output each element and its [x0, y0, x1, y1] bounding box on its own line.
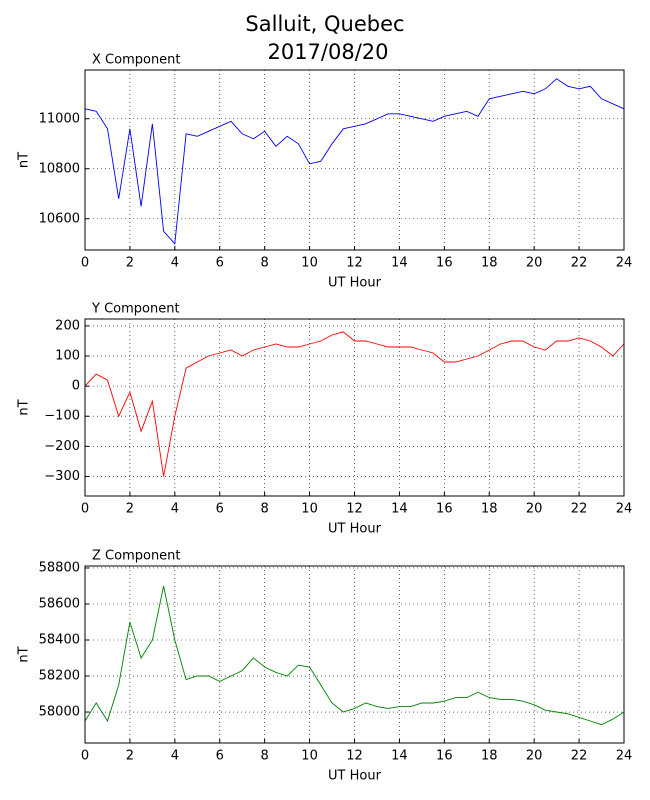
y-tick-label: 11000 [39, 111, 80, 126]
figure-subtitle: 2017/08/20 [267, 40, 388, 64]
x-tick-label: 18 [481, 749, 498, 764]
plot-frame [84, 318, 625, 497]
data-line [84, 585, 625, 726]
x-tick-label: 20 [526, 749, 543, 764]
x-tick-label: 14 [391, 749, 408, 764]
y-tick-label: 100 [55, 349, 80, 364]
y-axis-label: nT [17, 646, 32, 662]
y-tick-label: −300 [44, 469, 80, 484]
y-tick-label: 10800 [39, 161, 80, 176]
x-tick-label: 4 [171, 749, 179, 764]
x-axis-label: UT Hour [328, 769, 382, 784]
x-tick-label: 22 [571, 749, 588, 764]
x-tick-label: 20 [526, 502, 543, 517]
x-tick-label: 16 [436, 502, 453, 517]
x-tick-label: 10 [301, 502, 318, 517]
figure-title: Salluit, Quebec [245, 12, 404, 36]
x-tick-label: 6 [216, 749, 224, 764]
x-tick-label: 2 [126, 749, 134, 764]
x-tick-label: 24 [616, 749, 633, 764]
y-tick-label: 58000 [39, 705, 80, 720]
y-tick-label: 0 [72, 379, 80, 394]
data-line [84, 331, 625, 477]
panel-title: Y Component [91, 302, 180, 317]
x-tick-label: 10 [301, 749, 318, 764]
x-tick-label: 8 [261, 502, 269, 517]
x-axis-label: UT Hour [328, 522, 382, 537]
y-axis-label: nT [17, 152, 32, 168]
x-tick-label: 16 [436, 749, 453, 764]
x-tick-label: 4 [171, 256, 179, 271]
x-tick-label: 0 [81, 502, 89, 517]
x-tick-label: 14 [391, 502, 408, 517]
y-tick-label: 200 [55, 318, 80, 333]
x-axis-label: UT Hour [328, 276, 382, 291]
x-tick-label: 12 [346, 502, 363, 517]
y-tick-label: 58200 [39, 669, 80, 684]
y-axis-label: nT [17, 399, 32, 415]
x-tick-label: 18 [481, 256, 498, 271]
y-tick-label: −100 [44, 409, 80, 424]
y-tick-label: −200 [44, 439, 80, 454]
x-tick-label: 6 [216, 502, 224, 517]
y-tick-label: 58400 [39, 633, 80, 648]
x-tick-label: 16 [436, 256, 453, 271]
x-tick-label: 12 [346, 256, 363, 271]
x-tick-label: 14 [391, 256, 408, 271]
x-tick-label: 18 [481, 502, 498, 517]
x-tick-label: 8 [261, 749, 269, 764]
x-tick-label: 2 [126, 256, 134, 271]
x-tick-label: 8 [261, 256, 269, 271]
x-tick-label: 0 [81, 256, 89, 271]
x-tick-label: 22 [571, 502, 588, 517]
panel-title: X Component [92, 53, 181, 68]
y-tick-label: 58800 [39, 560, 80, 575]
x-tick-label: 12 [346, 749, 363, 764]
x-tick-label: 0 [81, 749, 89, 764]
x-tick-label: 24 [616, 502, 633, 517]
panel-title: Z Component [92, 549, 181, 564]
x-tick-label: 2 [126, 502, 134, 517]
x-tick-label: 22 [571, 256, 588, 271]
y-tick-label: 10600 [39, 211, 80, 226]
plot-frame [84, 565, 625, 744]
data-line [84, 78, 625, 245]
plot-frame [84, 69, 625, 251]
x-tick-label: 20 [526, 256, 543, 271]
x-tick-label: 6 [216, 256, 224, 271]
y-tick-label: 58600 [39, 596, 80, 611]
x-tick-label: 10 [301, 256, 318, 271]
x-tick-label: 24 [616, 256, 633, 271]
x-tick-label: 4 [171, 502, 179, 517]
